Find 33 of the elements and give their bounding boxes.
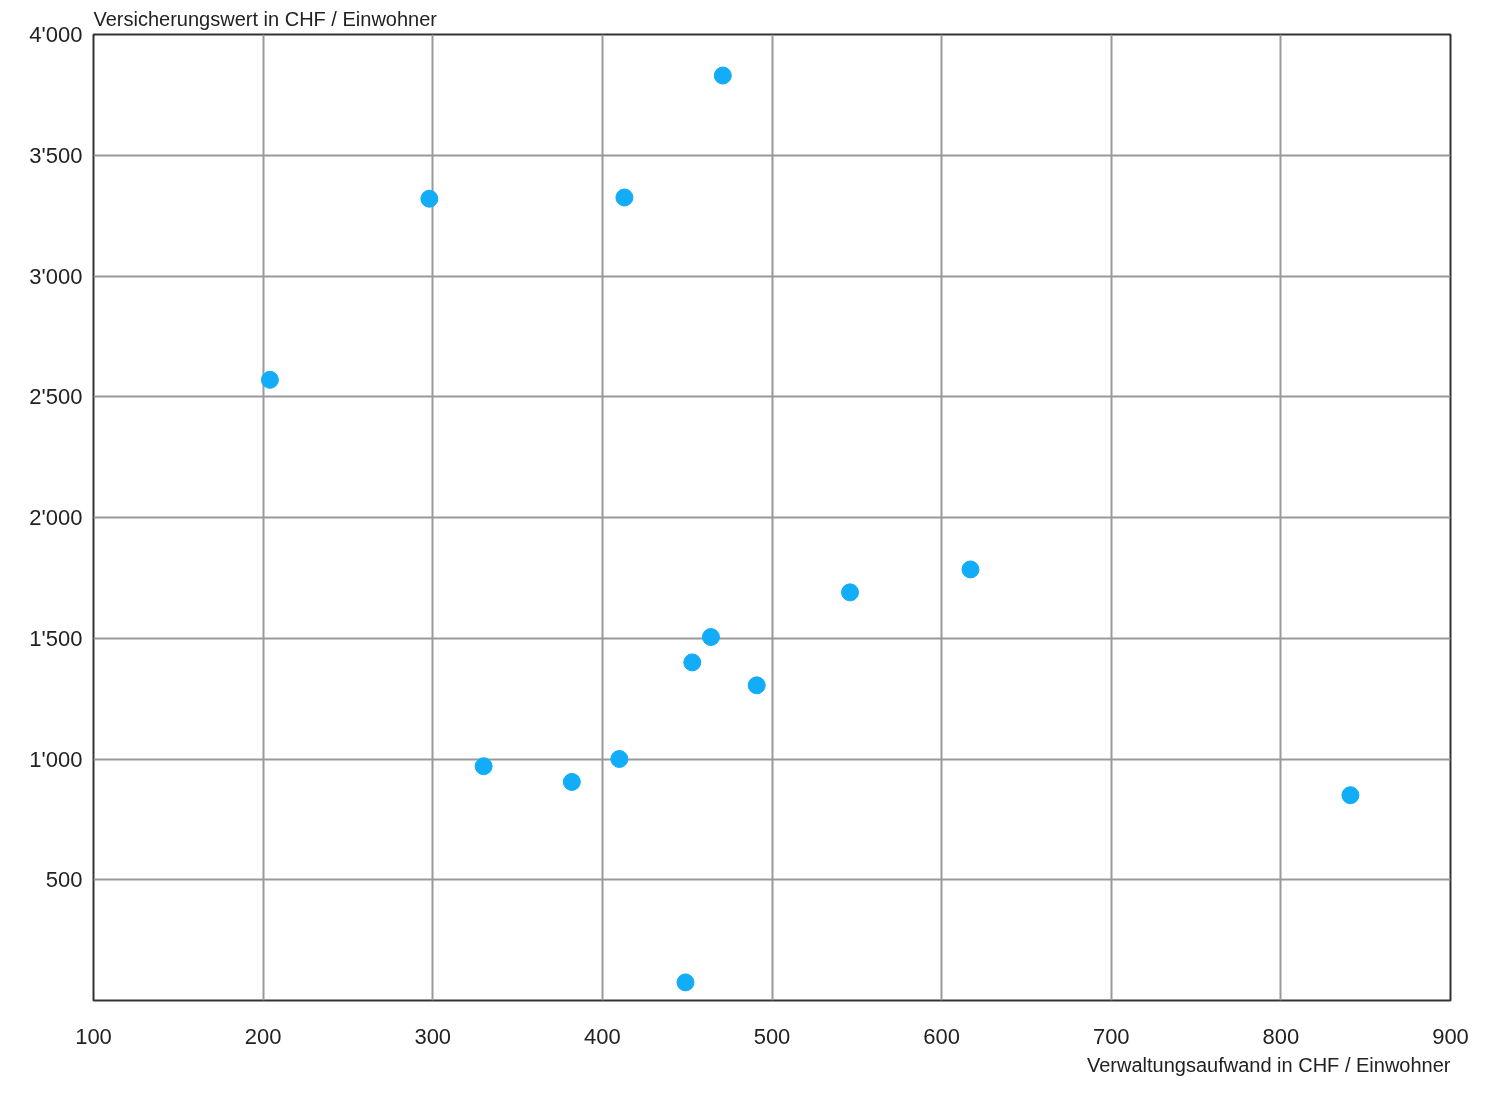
- x-tick-label: 400: [584, 1023, 621, 1049]
- point: [610, 750, 629, 768]
- y-tick-label: 2'500: [29, 384, 83, 410]
- x-tick-label: 100: [75, 1023, 112, 1049]
- point: [713, 66, 732, 85]
- point: [562, 772, 581, 791]
- x-tick-label: 200: [244, 1023, 282, 1049]
- x-axis-title: Verwaltungsaufwand in CHF / Einwohner: [1086, 1053, 1451, 1076]
- y-axis-title: Versicherungswert in CHF / Einwohner: [93, 7, 438, 30]
- point: [676, 973, 695, 992]
- x-tick-label: 600: [923, 1023, 960, 1049]
- y-tick-label: 1'000: [29, 746, 83, 772]
- y-tick-label: 4'000: [29, 22, 83, 47]
- point: [615, 188, 634, 207]
- y-tick-label: 3'500: [29, 142, 83, 168]
- x-tick-label: 700: [1092, 1023, 1130, 1049]
- x-tick-label: 900: [1432, 1023, 1469, 1049]
- point: [474, 757, 493, 776]
- y-tick-label: 3'000: [29, 263, 83, 289]
- point: [420, 189, 439, 208]
- point: [683, 653, 702, 672]
- point: [841, 583, 860, 602]
- x-tick-label: 500: [753, 1023, 791, 1049]
- point: [747, 676, 766, 695]
- point: [961, 560, 980, 579]
- point: [260, 370, 279, 389]
- y-tick-label: 500: [45, 867, 83, 893]
- y-tick-label: 1'500: [29, 625, 83, 651]
- point: [701, 628, 720, 647]
- point: [1341, 786, 1360, 805]
- x-tick-label: 300: [414, 1023, 452, 1049]
- x-tick-label: 800: [1262, 1023, 1300, 1049]
- y-tick-label: 2'000: [29, 505, 83, 530]
